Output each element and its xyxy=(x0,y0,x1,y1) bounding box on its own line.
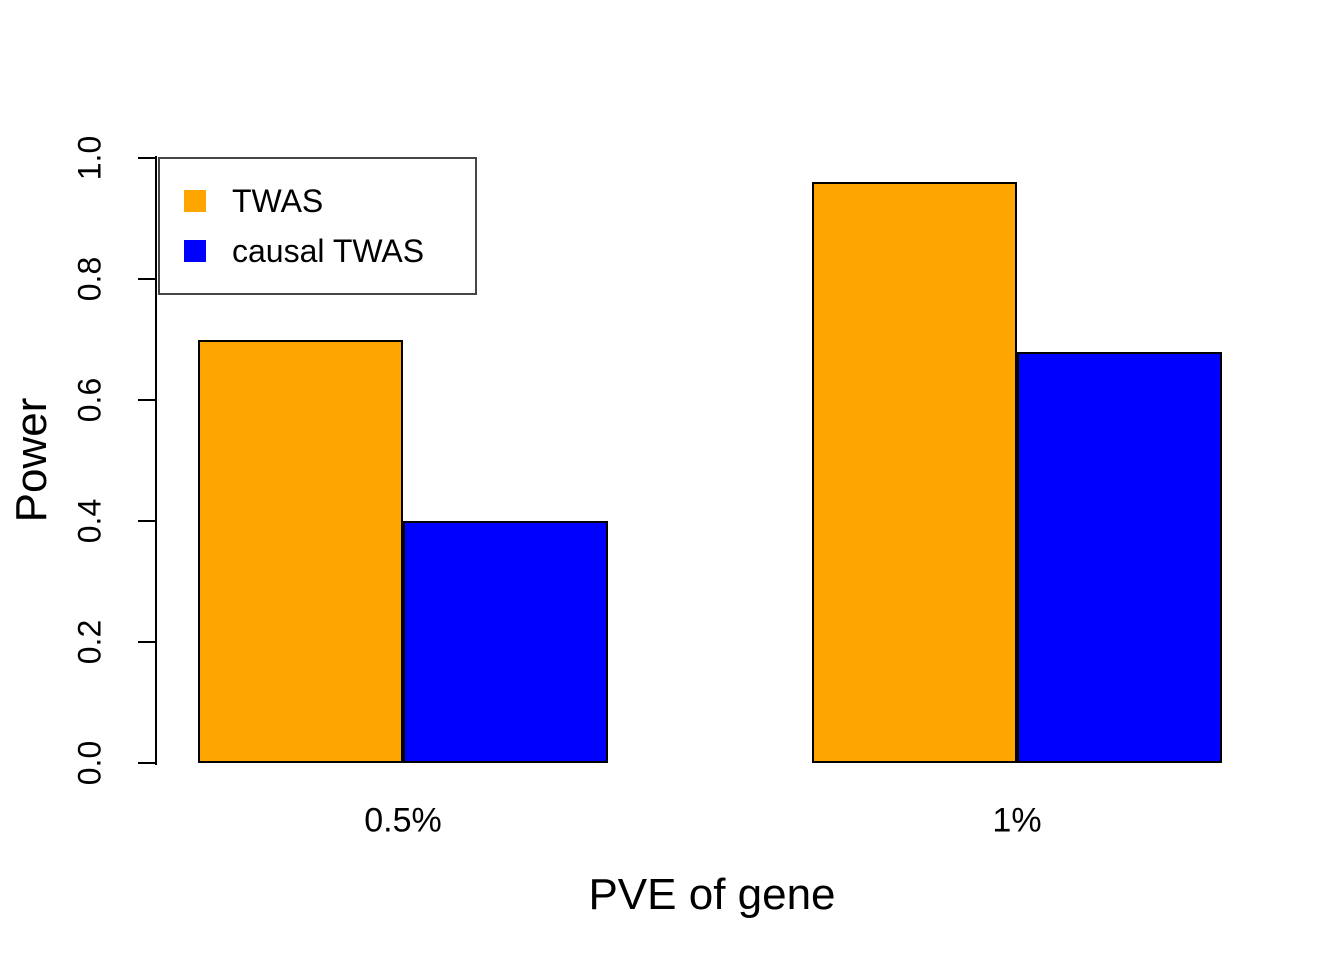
twas-swatch-icon xyxy=(184,190,206,212)
x-category-label: 0.5% xyxy=(364,801,442,840)
bar-causal-twas-1% xyxy=(1017,351,1222,763)
y-tick-label: 0.0 xyxy=(71,740,108,786)
legend-label: TWAS xyxy=(232,182,324,219)
y-axis-title: Power xyxy=(7,397,56,523)
legend-box: TWAS causal TWAS xyxy=(158,157,477,295)
y-tick-label: 0.6 xyxy=(71,377,108,423)
y-tick-label: 0.2 xyxy=(71,619,108,665)
legend-entry: causal TWAS xyxy=(184,233,475,270)
y-tick-label: 0.4 xyxy=(71,498,108,544)
bar-twas-1% xyxy=(812,182,1017,763)
x-axis-title: PVE of gene xyxy=(588,870,836,919)
legend-label: causal TWAS xyxy=(232,232,425,269)
y-tick-label: 1.0 xyxy=(71,135,108,181)
y-tick-mark xyxy=(138,762,156,764)
x-category-label: 1% xyxy=(992,801,1042,840)
causal-twas-swatch-icon xyxy=(184,240,206,262)
y-tick-label: 0.8 xyxy=(71,256,108,302)
y-tick-mark xyxy=(138,520,156,522)
y-axis-line xyxy=(155,156,157,765)
y-tick-mark xyxy=(138,399,156,401)
y-tick-mark xyxy=(138,157,156,159)
legend-entry: TWAS xyxy=(184,183,475,220)
y-tick-mark xyxy=(138,641,156,643)
bar-causal-twas-0.5% xyxy=(403,521,608,763)
y-tick-mark xyxy=(138,278,156,280)
bar-twas-0.5% xyxy=(198,339,403,763)
